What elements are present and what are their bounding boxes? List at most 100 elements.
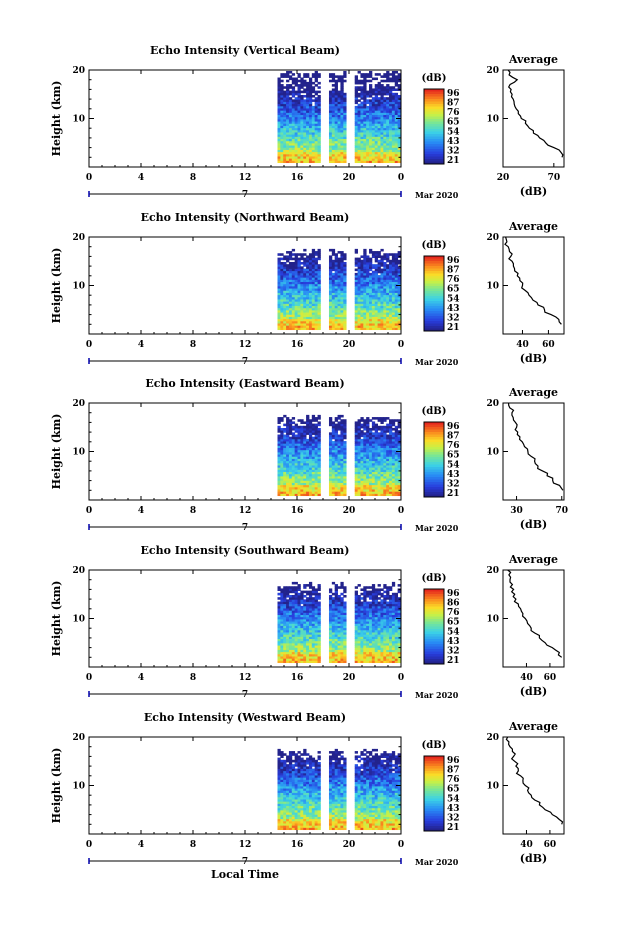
heatmap-cell — [311, 153, 316, 157]
heatmap-cell — [337, 597, 341, 600]
heatmap-cell — [331, 621, 336, 624]
heatmap-cell — [343, 443, 347, 446]
heatmap-cell — [374, 469, 378, 473]
heatmap-cell — [294, 323, 298, 326]
heatmap-cell — [340, 456, 344, 459]
heatmap-cell — [386, 110, 390, 113]
heatmap-cell — [337, 129, 341, 133]
heatmap-cell — [354, 116, 358, 120]
heatmap-cell — [377, 320, 381, 324]
heatmap-cell — [277, 305, 281, 309]
heatmap-cell — [291, 425, 296, 429]
heatmap-cell — [383, 114, 387, 118]
heatmap-cell — [337, 647, 341, 650]
heatmap-cell — [331, 158, 336, 161]
heatmap-cell — [308, 253, 313, 256]
heatmap-cell — [331, 636, 336, 640]
heatmap-cell — [297, 123, 301, 126]
heatmap-cell — [291, 110, 296, 113]
heatmap-cell — [354, 127, 358, 131]
heatmap-cell — [357, 118, 361, 122]
heatmap-cell — [389, 114, 393, 118]
heatmap-cell — [300, 283, 304, 287]
heatmap-cell — [314, 651, 318, 655]
heatmap-cell — [294, 445, 298, 449]
heatmap-cell — [340, 77, 344, 81]
heatmap-cell — [377, 73, 381, 76]
heatmap-cell — [366, 323, 370, 326]
heatmap-cell — [280, 323, 284, 326]
heatmap-cell — [317, 158, 321, 161]
heatmap-cell — [354, 145, 358, 148]
heatmap-cell — [280, 160, 284, 164]
heatmap-cell — [300, 656, 304, 659]
heatmap-cell — [380, 309, 384, 313]
heatmap-cell — [374, 279, 378, 283]
heatmap-cell — [291, 443, 296, 446]
colorbar-swatch — [424, 432, 444, 435]
heatmap-cell — [331, 638, 336, 642]
heatmap-cell — [337, 605, 341, 609]
heatmap-cell — [366, 314, 370, 317]
heatmap-cell — [380, 447, 384, 451]
heatmap-cell — [317, 493, 321, 497]
heatmap-cell — [371, 290, 376, 293]
heatmap-cell — [308, 268, 313, 272]
heatmap-cell — [277, 480, 281, 483]
heatmap-cell — [288, 443, 293, 446]
heatmap-cell — [340, 489, 344, 492]
heatmap-cell — [397, 281, 401, 285]
heatmap-cell — [391, 253, 396, 256]
heatmap-cell — [334, 125, 338, 129]
heatmap-cell — [383, 145, 387, 148]
heatmap-cell — [380, 86, 384, 89]
heatmap-cell — [343, 110, 347, 113]
heatmap-cell — [314, 116, 318, 120]
heatmap-cell — [277, 105, 281, 109]
heatmap-cell — [337, 296, 341, 300]
heatmap-cell — [311, 592, 316, 596]
heatmap-cell — [380, 294, 384, 298]
heatmap-cell — [288, 612, 293, 616]
heatmap-cell — [383, 266, 387, 269]
heatmap-cell — [311, 493, 316, 497]
heatmap-cell — [286, 283, 290, 287]
heatmap-cell — [300, 419, 304, 422]
average-y-tick-label: 10 — [486, 282, 499, 292]
heatmap-cell — [343, 99, 347, 102]
heatmap-cell — [300, 458, 304, 462]
heatmap-cell — [371, 294, 376, 298]
heatmap-cell — [363, 432, 367, 435]
heatmap-cell — [314, 257, 318, 261]
heatmap-cell — [286, 586, 290, 589]
heatmap-cell — [331, 469, 336, 473]
heatmap-cell — [366, 79, 370, 83]
heatmap-cell — [371, 456, 376, 459]
heatmap-cell — [337, 160, 341, 164]
heatmap-cell — [286, 318, 290, 322]
heatmap-cell — [297, 79, 301, 83]
heatmap-cell — [311, 612, 316, 616]
heatmap-cell — [311, 432, 316, 435]
heatmap-cell — [297, 660, 301, 664]
heatmap-cell — [311, 486, 316, 490]
heatmap-cell — [366, 158, 370, 161]
heatmap-cell — [283, 138, 287, 142]
heatmap-cell — [374, 436, 378, 440]
heatmap-cell — [288, 616, 293, 620]
heatmap-cell — [340, 145, 344, 148]
heatmap-cell — [277, 272, 281, 276]
heatmap-cell — [391, 443, 396, 446]
heatmap-cell — [366, 255, 370, 259]
heatmap-cell — [383, 445, 387, 449]
heatmap-cell — [283, 449, 287, 453]
heatmap-cell — [374, 257, 378, 261]
heatmap-cell — [280, 325, 284, 328]
heatmap-cell — [369, 158, 373, 161]
heatmap-cell — [391, 447, 396, 451]
heatmap-cell — [286, 285, 290, 289]
heatmap-cell — [303, 125, 307, 129]
heatmap-cell — [308, 480, 313, 483]
heatmap-cell — [389, 116, 393, 120]
heatmap-cell — [357, 493, 361, 497]
